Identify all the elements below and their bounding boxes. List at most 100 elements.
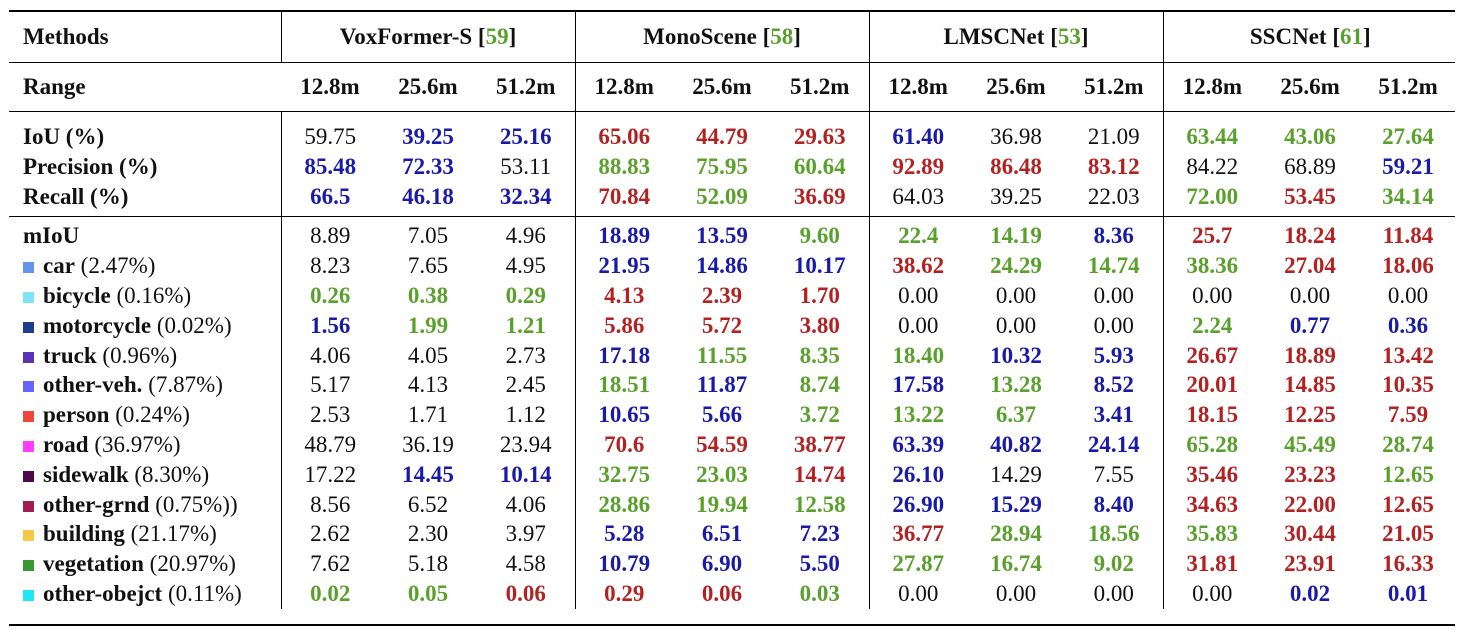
class-frequency: (0.11%) xyxy=(162,580,242,606)
class-name: motorcycle xyxy=(43,312,152,338)
class-row: other-grnd (0.75%)) 8.56 6.52 4.06 28.86 19.9… xyxy=(9,489,1457,520)
value-cell: 52.09 xyxy=(696,183,748,209)
class-color-swatch xyxy=(23,411,34,423)
value-cell: 1.70 xyxy=(799,282,840,308)
metrics-rule xyxy=(9,216,1455,218)
header-rule xyxy=(9,62,1455,64)
value-cell: 0.03 xyxy=(799,580,840,606)
value-cell: 2.73 xyxy=(505,342,546,368)
value-cell: 8.52 xyxy=(1093,372,1134,398)
metric-row: Recall (%) 66.5 46.18 32.34 70.84 52.09 36.69 6… xyxy=(9,181,1457,212)
value-cell: 0.38 xyxy=(407,282,449,308)
value-cell: 0.01 xyxy=(1387,580,1429,606)
value-cell: 40.82 xyxy=(990,431,1042,457)
value-cell: 75.95 xyxy=(696,153,748,179)
value-cell: 8.56 xyxy=(280,489,379,520)
value-cell: 13.28 xyxy=(990,372,1042,398)
value-cell: 10.14 xyxy=(499,461,552,487)
value-cell: 36.69 xyxy=(793,183,846,209)
value-cell: 65.06 xyxy=(574,122,674,152)
value-cell: 5.18 xyxy=(407,551,449,577)
class-label: truck (0.96%) xyxy=(9,341,281,371)
value-cell: 12.25 xyxy=(1284,402,1336,428)
value-cell: 3.80 xyxy=(799,312,840,338)
value-cell: 4.13 xyxy=(407,372,449,398)
section-gap xyxy=(9,112,1457,122)
value-cell: 0.29 xyxy=(505,282,546,308)
value-cell: 10.65 xyxy=(574,400,674,430)
value-cell: 61.40 xyxy=(868,122,968,152)
class-label: other-obejct (0.11%) xyxy=(9,579,281,609)
bottom-rule xyxy=(9,624,1455,627)
value-cell: 0.00 xyxy=(1093,580,1134,606)
value-cell: 26.10 xyxy=(868,459,968,490)
value-cell: 27.04 xyxy=(1284,253,1336,279)
value-cell: 26.67 xyxy=(1162,340,1262,371)
value-cell: 14.45 xyxy=(402,461,454,487)
range-label: Range xyxy=(23,74,86,99)
class-color-swatch xyxy=(23,262,34,274)
value-cell: 4.06 xyxy=(505,491,546,517)
value-cell: 5.17 xyxy=(280,370,379,401)
class-label: other-veh. (7.87%) xyxy=(9,370,281,400)
class-name: building xyxy=(43,521,125,547)
value-cell: 2.39 xyxy=(701,282,743,308)
value-cell: 23.03 xyxy=(696,461,748,487)
citation-link[interactable]: 53 xyxy=(1057,24,1081,49)
class-color-swatch xyxy=(23,470,34,482)
citation-link[interactable]: 58 xyxy=(770,24,794,49)
value-cell: 63.39 xyxy=(868,429,968,460)
class-frequency: (0.24%) xyxy=(109,402,190,428)
value-cell: 18.89 xyxy=(1284,342,1336,368)
section-gap xyxy=(9,211,1457,222)
value-cell: 10.17 xyxy=(793,253,846,279)
class-label: road (36.97%) xyxy=(9,430,281,460)
value-cell: 5.93 xyxy=(1093,342,1134,368)
class-row: motorcycle (0.02%) 1.56 1.99 1.21 5.86 5.72 3.… xyxy=(9,310,1457,341)
value-cell: 2.53 xyxy=(280,400,379,430)
value-cell: 22.03 xyxy=(1087,183,1140,209)
citation-link[interactable]: 59 xyxy=(485,24,509,49)
value-cell: 31.81 xyxy=(1162,549,1262,579)
class-row: car (2.47%) 8.23 7.65 4.95 21.95 14.86 10.17 38… xyxy=(9,251,1457,281)
range-rule xyxy=(9,111,1455,113)
value-cell: 44.79 xyxy=(696,124,748,149)
value-cell: 6.51 xyxy=(701,521,743,547)
value-cell: 59.75 xyxy=(280,122,379,152)
citation-link[interactable]: 61 xyxy=(1339,24,1363,49)
class-label: bicycle (0.16%) xyxy=(9,281,281,311)
class-color-swatch xyxy=(23,589,34,601)
value-cell: 68.89 xyxy=(1284,153,1336,179)
value-cell: 59.21 xyxy=(1382,153,1434,179)
value-cell: 65.28 xyxy=(1162,429,1262,460)
class-row: mIoU 8.89 7.05 4.96 18.89 13.59 9.60 22.4 14.19 8… xyxy=(9,221,1457,252)
value-cell: 2.24 xyxy=(1162,310,1262,341)
range-cell: 51.2m xyxy=(496,74,556,99)
value-cell: 84.22 xyxy=(1162,151,1262,182)
value-cell: 1.12 xyxy=(505,402,546,428)
value-cell: 0.02 xyxy=(1289,580,1331,606)
class-label: sidewalk (8.30%) xyxy=(9,460,281,490)
value-cell: 0.77 xyxy=(1289,312,1331,338)
value-cell: 4.05 xyxy=(407,342,449,368)
value-cell: 8.74 xyxy=(799,372,840,398)
methods-label: Methods xyxy=(23,24,109,49)
class-label: mIoU xyxy=(9,221,281,251)
value-cell: 16.33 xyxy=(1382,551,1434,577)
value-cell: 36.77 xyxy=(868,519,968,550)
value-cell: 38.36 xyxy=(1162,251,1262,281)
value-cell: 0.00 xyxy=(995,282,1037,308)
value-cell: 63.44 xyxy=(1162,122,1262,152)
value-cell: 2.45 xyxy=(505,372,546,398)
metric-row: Precision (%) 85.48 72.33 53.11 88.83 75.95 60… xyxy=(9,151,1457,182)
value-cell: 3.97 xyxy=(505,521,546,547)
value-cell: 0.00 xyxy=(1162,280,1262,311)
class-row: truck (0.96%) 4.06 4.05 2.73 17.18 11.55 8.35 1… xyxy=(9,340,1457,371)
value-cell: 7.23 xyxy=(799,521,840,547)
value-cell: 28.74 xyxy=(1382,431,1434,457)
value-cell: 1.99 xyxy=(407,312,449,338)
class-frequency: (36.97%) xyxy=(88,431,181,457)
class-row: building (21.17%) 2.62 2.30 3.97 5.28 6.51 7.2… xyxy=(9,519,1457,550)
value-cell: 34.14 xyxy=(1382,183,1434,209)
value-cell: 32.75 xyxy=(574,459,674,490)
